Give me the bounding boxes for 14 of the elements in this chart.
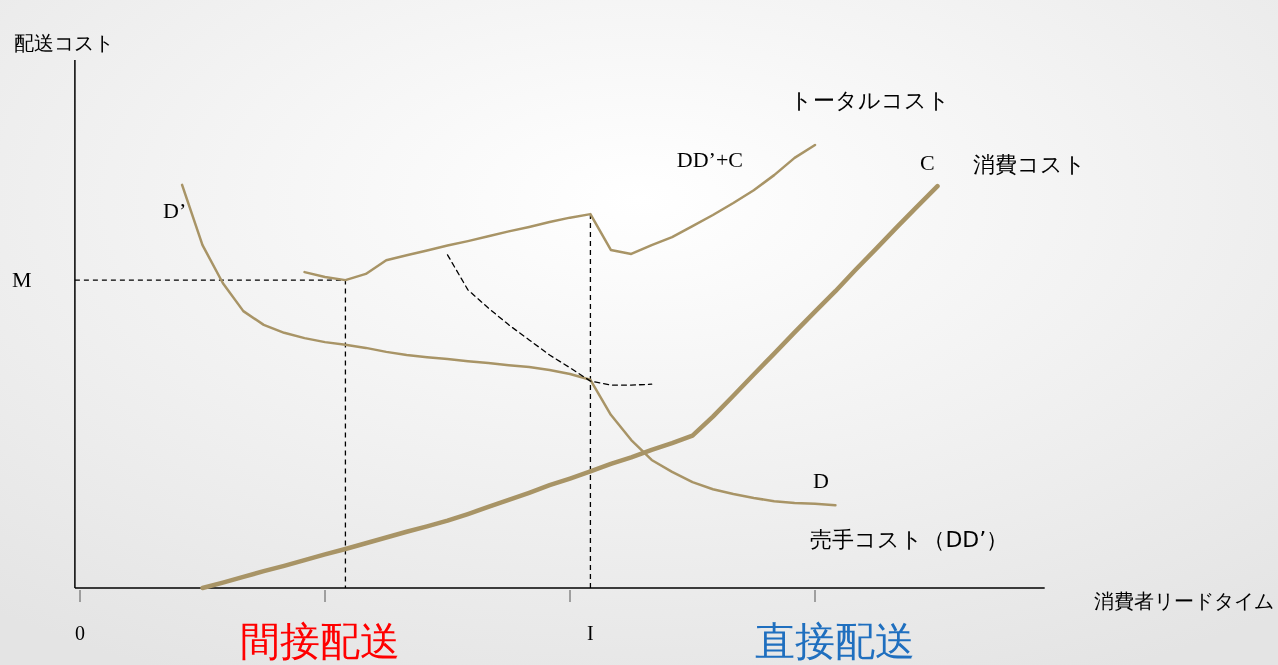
series-label: DD’+C — [676, 147, 743, 172]
y-axis-title: 配送コスト — [14, 31, 114, 55]
series-label: 売手コスト（DD’） — [810, 527, 1009, 553]
ref-line-label: M — [12, 267, 32, 293]
annotation: C — [920, 150, 935, 175]
text: トータルコスト — [790, 88, 950, 113]
x-tick-label: I — [587, 622, 594, 644]
x-axis-title: 消費者リードタイム — [1094, 589, 1274, 613]
annotation: D — [813, 468, 829, 493]
text: 間接配送 — [240, 618, 400, 664]
annotation: D’ — [163, 198, 187, 223]
series-label: 消費コスト — [972, 152, 1086, 178]
text: 直接配送 — [755, 618, 915, 664]
x-tick-label: 0 — [75, 622, 85, 644]
